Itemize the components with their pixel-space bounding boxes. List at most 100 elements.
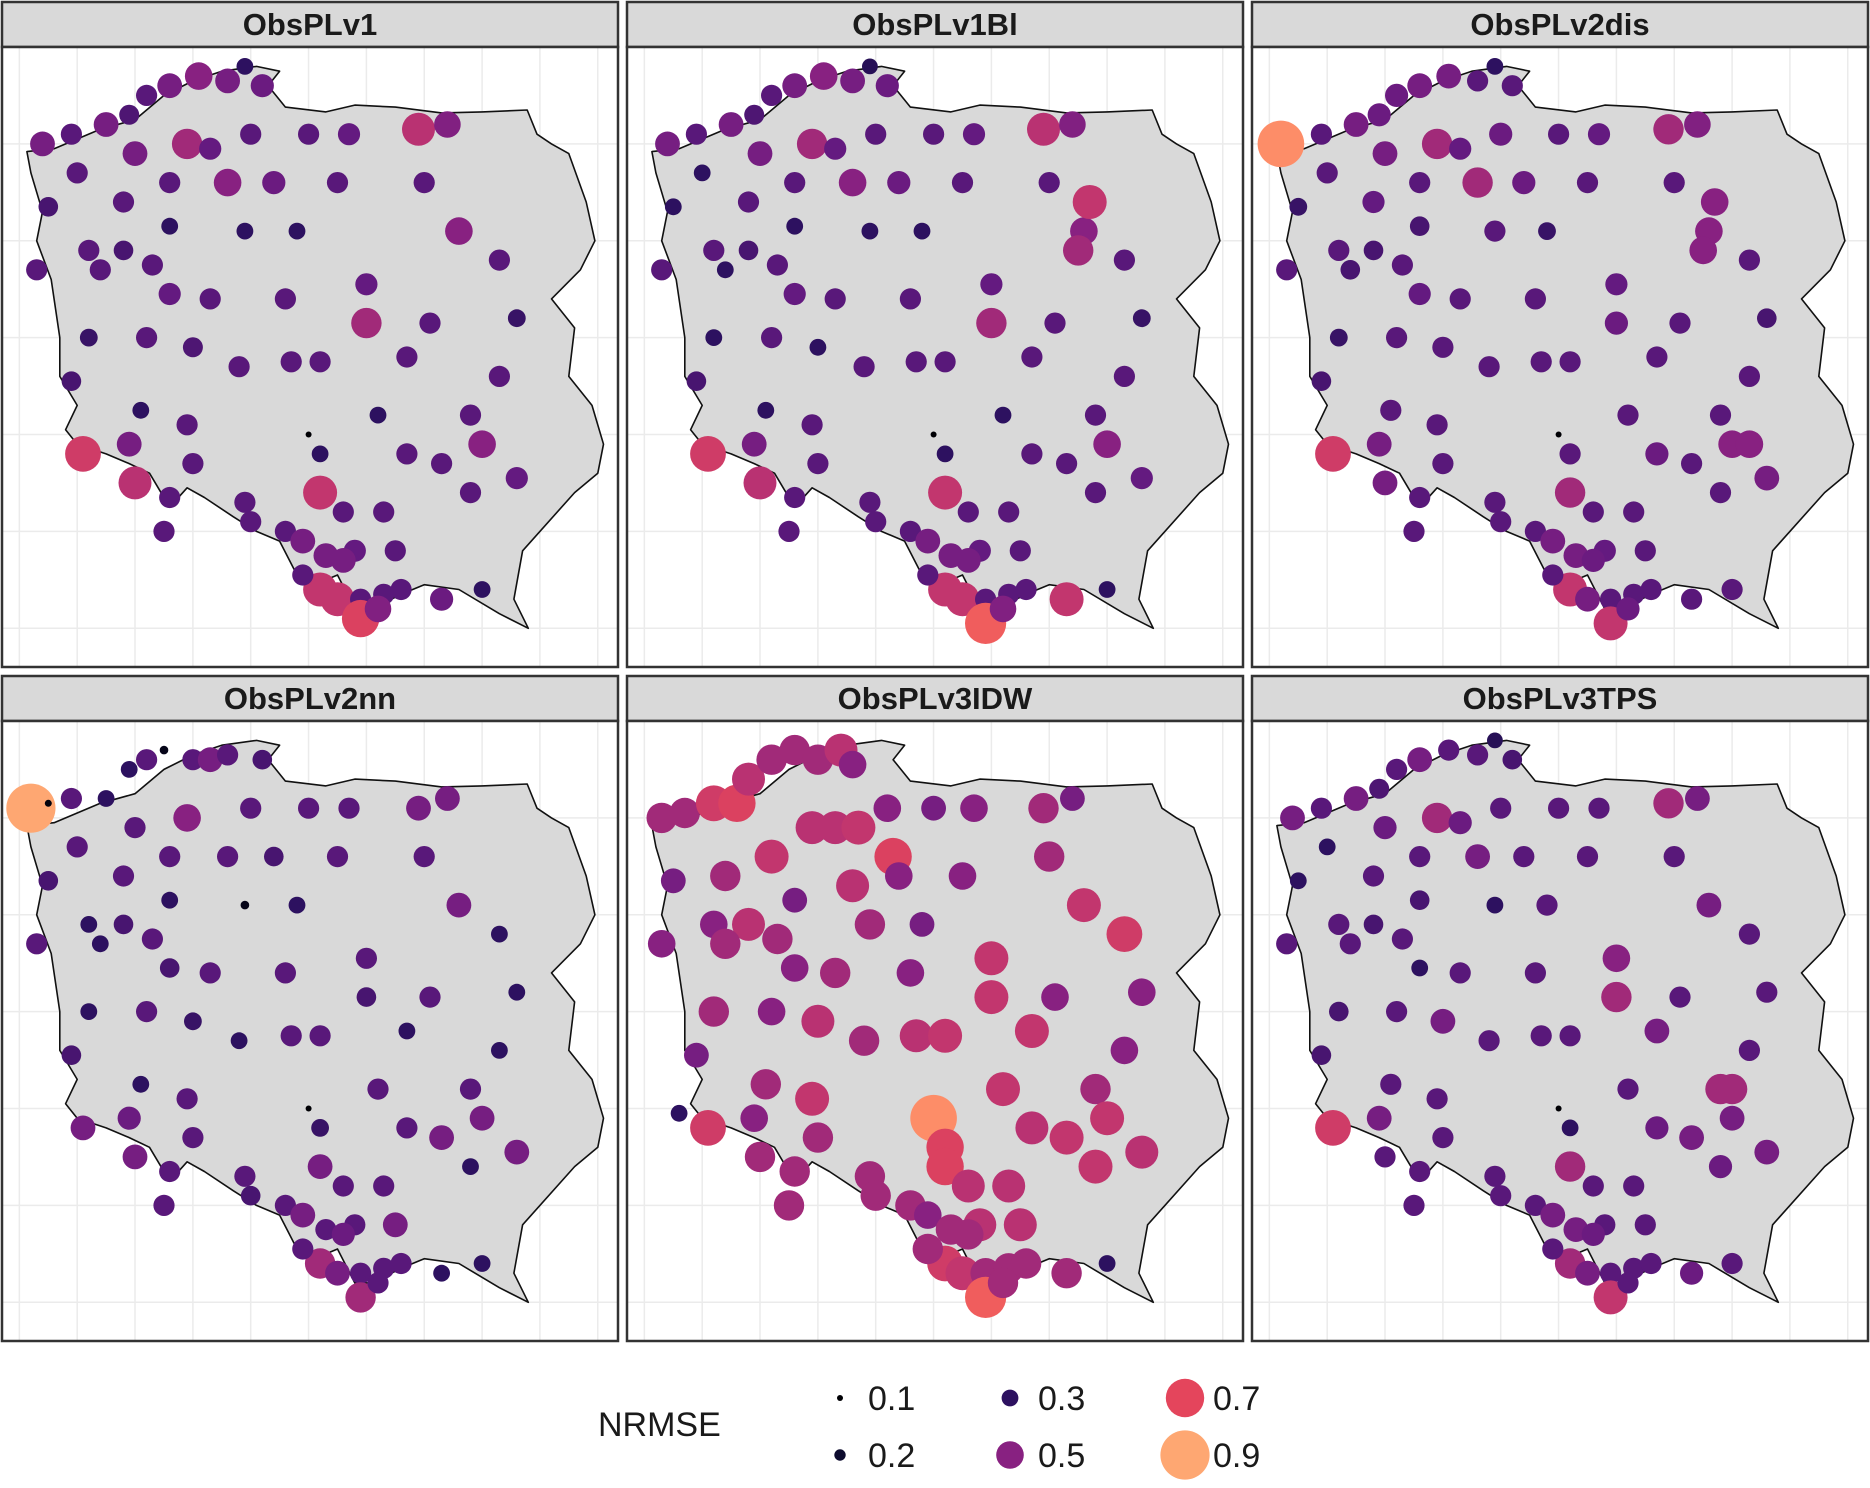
station-point: [848, 1025, 880, 1056]
station-point: [690, 436, 726, 472]
station-point: [1362, 190, 1385, 214]
station-point: [326, 846, 349, 868]
station-point: [1430, 1008, 1456, 1034]
station-point: [373, 501, 395, 523]
station-point: [66, 836, 88, 858]
station-point: [332, 501, 354, 523]
station-point: [1623, 1175, 1645, 1197]
station-point: [1366, 1105, 1392, 1131]
station-point: [176, 414, 198, 436]
station-point: [875, 74, 899, 98]
station-point: [215, 68, 241, 94]
station-point: [384, 540, 406, 562]
station-point: [182, 749, 204, 771]
station-point: [836, 869, 870, 903]
station-point: [782, 887, 808, 913]
station-point: [197, 747, 223, 773]
station-point: [315, 1219, 337, 1241]
station-point: [1501, 75, 1523, 97]
station-point: [161, 891, 179, 909]
station-point: [199, 962, 221, 984]
station-point: [1366, 431, 1392, 457]
station-point: [1756, 981, 1778, 1003]
station-point: [264, 846, 284, 867]
station-point: [885, 862, 913, 890]
station-point: [1343, 112, 1369, 137]
station-point: [1757, 308, 1777, 329]
station-point: [784, 172, 806, 194]
station-point: [1014, 1014, 1049, 1048]
station-point: [953, 1219, 984, 1250]
station-point: [1311, 371, 1332, 392]
station-point: [1407, 747, 1433, 773]
station-point: [1380, 1073, 1402, 1095]
station-point: [184, 62, 213, 90]
station-point: [1559, 443, 1581, 465]
station-point: [1575, 1260, 1600, 1286]
station-point: [364, 595, 392, 623]
station-point: [1363, 914, 1384, 935]
station-point: [1555, 431, 1562, 438]
station-point: [309, 351, 331, 373]
station-point: [355, 947, 377, 969]
station-point: [801, 414, 823, 436]
station-point: [1403, 1194, 1425, 1216]
station-point: [1408, 282, 1431, 306]
station-point: [1559, 1025, 1581, 1047]
station-point: [865, 511, 887, 533]
station-point: [1684, 111, 1711, 138]
station-point: [1524, 1194, 1546, 1216]
station-point: [1490, 511, 1512, 533]
station-point: [1421, 802, 1453, 834]
station-point: [955, 548, 981, 573]
station-point: [1372, 141, 1398, 167]
station-point: [1386, 758, 1408, 781]
station-point: [1681, 588, 1703, 610]
station-point: [78, 239, 100, 261]
station-point: [1373, 816, 1397, 840]
station-point: [1600, 588, 1622, 610]
station-point: [1604, 311, 1628, 335]
station-point: [350, 1262, 372, 1284]
station-point: [1044, 312, 1066, 334]
station-point: [213, 168, 242, 197]
station-point: [1716, 1073, 1748, 1105]
station-point: [26, 933, 48, 955]
station-point: [1486, 896, 1504, 914]
station-point: [1645, 442, 1669, 466]
station-point: [951, 1169, 985, 1203]
station-point: [1059, 111, 1086, 138]
station-point: [240, 1185, 261, 1206]
station-point: [97, 790, 115, 807]
panel-ObsPLv2nn: ObsPLv2nn: [0, 674, 620, 1343]
station-point: [1540, 1202, 1566, 1228]
station-point: [171, 128, 203, 160]
station-point: [1478, 356, 1500, 378]
station-point: [664, 198, 682, 216]
station-point: [61, 1045, 82, 1065]
station-point: [65, 436, 101, 472]
station-point: [838, 750, 867, 779]
station-point: [240, 123, 262, 145]
station-point: [1653, 114, 1684, 145]
station-point: [280, 351, 302, 373]
station-point: [396, 443, 418, 465]
station-point: [1449, 288, 1471, 310]
station-point: [809, 62, 838, 90]
station-point: [693, 164, 711, 182]
legend-key-label: 0.2: [868, 1437, 915, 1475]
station-point: [1554, 477, 1586, 508]
station-point: [914, 1201, 942, 1229]
station-point: [1484, 1165, 1506, 1187]
station-point: [1041, 983, 1069, 1011]
station-point: [1329, 328, 1348, 347]
station-point: [1721, 578, 1743, 601]
station-point: [1289, 197, 1308, 216]
station-point: [917, 564, 939, 586]
station-point: [141, 928, 163, 950]
station-point: [1021, 443, 1043, 465]
station-point: [928, 1018, 963, 1053]
station-point: [762, 923, 793, 955]
station-point: [647, 930, 676, 958]
panel-border: [625, 45, 1245, 669]
